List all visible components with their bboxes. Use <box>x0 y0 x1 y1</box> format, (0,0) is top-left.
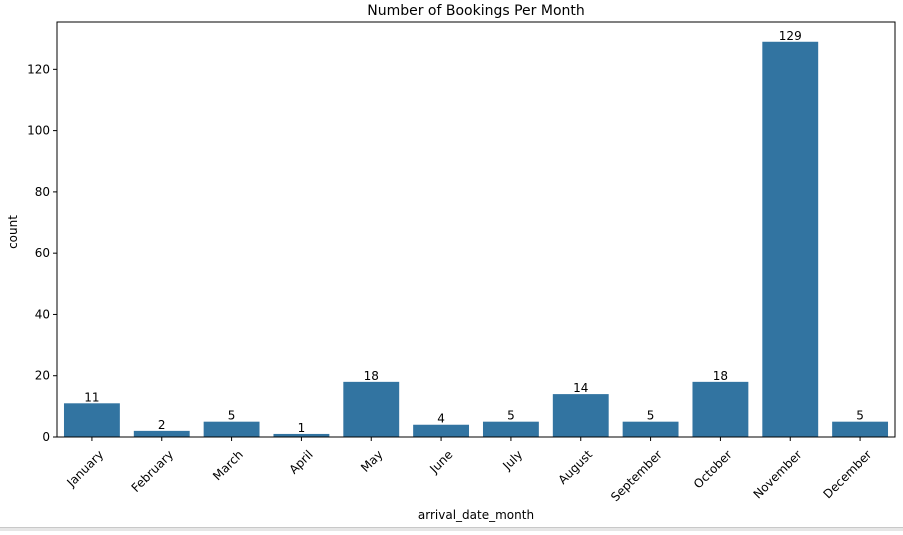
bar-march <box>203 421 260 437</box>
bar-january <box>63 403 120 437</box>
bar-december <box>832 421 889 437</box>
y-axis-label: count <box>6 215 20 249</box>
window-bottom-edge <box>0 527 903 531</box>
bar-february <box>133 430 190 437</box>
y-tick-label-100: 100 <box>27 124 50 138</box>
data-label-september: 5 <box>647 409 655 423</box>
data-label-august: 14 <box>573 381 588 395</box>
chart-title: Number of Bookings Per Month <box>367 3 585 19</box>
plot-area-frame <box>56 21 896 438</box>
x-axis-ticks: January February March April May June July Augu… <box>63 437 874 504</box>
bar-june <box>413 424 470 437</box>
y-tick-label-20: 20 <box>35 369 50 383</box>
bar-july <box>482 421 539 437</box>
x-tick-label-june: June <box>426 447 455 476</box>
y-axis-ticks: 0 20 40 60 80 100 120 <box>27 62 57 444</box>
x-tick-label-april: April <box>286 447 315 476</box>
x-tick-label-february: February <box>129 447 177 495</box>
y-tick-label-40: 40 <box>35 307 50 321</box>
data-label-december: 5 <box>856 409 864 423</box>
data-label-july: 5 <box>507 409 515 423</box>
bar-august <box>552 394 609 437</box>
data-label-february: 2 <box>158 418 166 432</box>
data-label-may: 18 <box>364 369 379 383</box>
y-tick-label-0: 0 <box>42 430 50 444</box>
bar-november <box>762 41 819 437</box>
bar-september <box>622 421 679 437</box>
data-label-november: 129 <box>779 29 802 43</box>
y-tick-label-60: 60 <box>35 246 50 260</box>
data-label-june: 4 <box>437 412 445 426</box>
data-label-october: 18 <box>713 369 728 383</box>
x-tick-label-august: August <box>555 447 595 487</box>
x-tick-label-march: March <box>210 447 246 483</box>
x-tick-label-july: July <box>499 447 525 473</box>
data-label-january: 11 <box>84 390 99 404</box>
y-tick-label-120: 120 <box>27 62 50 76</box>
data-label-april: 1 <box>298 421 306 435</box>
y-tick-label-80: 80 <box>35 185 50 199</box>
bar-may <box>343 381 400 437</box>
x-tick-label-october: October <box>691 447 735 491</box>
x-axis-label: arrival_date_month <box>418 508 534 522</box>
bars-layer <box>63 41 889 437</box>
bar-april <box>273 433 330 437</box>
x-tick-label-december: December <box>821 447 875 501</box>
data-label-march: 5 <box>228 409 236 423</box>
x-tick-label-january: January <box>63 447 106 490</box>
x-tick-label-november: November <box>751 447 805 501</box>
bar-october <box>692 381 749 437</box>
x-tick-label-may: May <box>358 447 385 474</box>
x-tick-label-september: September <box>608 447 665 504</box>
data-labels-layer: 11 2 5 1 18 4 5 14 5 18 129 5 <box>84 29 864 435</box>
